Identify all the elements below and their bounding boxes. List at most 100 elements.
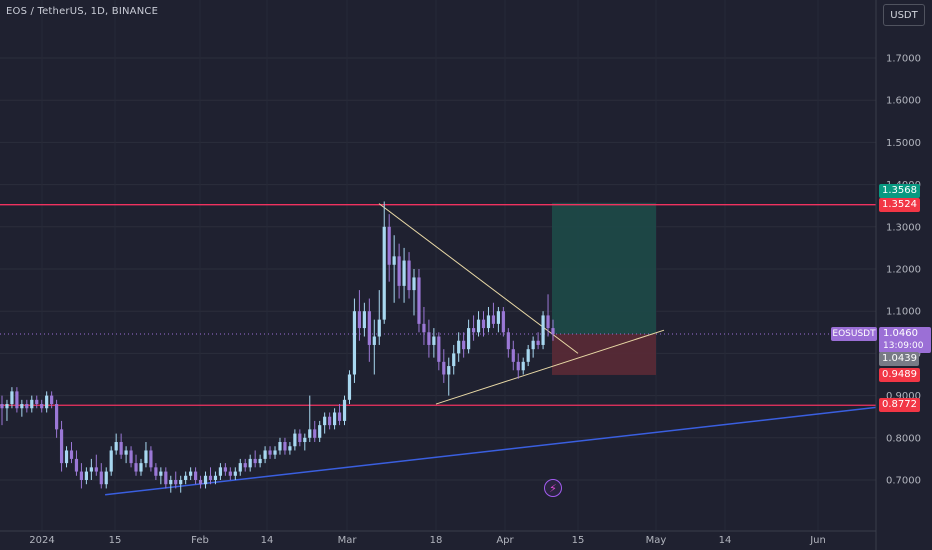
chart-title: EOS / TetherUS, 1D, BINANCE <box>6 6 159 17</box>
currency-unit-button[interactable]: USDT <box>883 4 925 26</box>
resistance-price-badge: 1.3524 <box>879 198 920 212</box>
last-price-badge: 1.0439 <box>879 352 919 366</box>
stop-price-badge: 0.9489 <box>879 368 920 382</box>
price-axis[interactable]: 0.70000.80000.90001.00001.10001.20001.30… <box>875 0 932 550</box>
candles <box>0 201 555 493</box>
time-tick-label: 15 <box>572 535 585 546</box>
candle-body <box>189 471 193 476</box>
grid <box>0 57 876 481</box>
candle-body <box>308 429 312 438</box>
candle-body <box>184 475 188 480</box>
candle-body <box>164 471 168 485</box>
candle-body <box>352 311 357 375</box>
support-trendline <box>105 406 877 496</box>
candle-body <box>55 404 59 430</box>
candle-body <box>69 450 74 459</box>
candle-body <box>79 471 84 480</box>
candle-body <box>5 404 9 409</box>
time-tick-label: 15 <box>109 535 122 546</box>
candle-body <box>298 433 302 443</box>
candle-body <box>407 260 411 291</box>
candle-body <box>129 450 133 464</box>
candle-body <box>84 471 88 480</box>
time-tick-label: May <box>646 535 667 546</box>
candle-body <box>357 311 362 329</box>
candle-body <box>64 450 69 464</box>
candle-body <box>149 450 153 468</box>
candle-body <box>397 256 401 286</box>
time-tick-label: Jun <box>809 535 826 546</box>
candle-body <box>337 412 342 421</box>
time-tick-label: 2024 <box>29 535 54 546</box>
candle-body <box>233 471 237 476</box>
candle-body <box>347 374 352 400</box>
candle-body <box>203 475 208 485</box>
candle-body <box>457 340 461 354</box>
candle-body <box>10 391 14 405</box>
time-tick-label: Feb <box>191 535 209 546</box>
candle-body <box>94 467 98 472</box>
candle-body <box>486 315 491 329</box>
candle-body <box>144 450 148 464</box>
candle-body <box>99 471 103 485</box>
candle-body <box>427 332 431 345</box>
candle-body <box>551 328 555 335</box>
candle-body <box>40 404 44 409</box>
candle-body <box>174 480 178 485</box>
price-tick-label: 0.9000 <box>886 391 921 402</box>
candle-body <box>467 328 471 350</box>
candle-body <box>114 442 118 451</box>
profit-zone <box>552 202 656 334</box>
candle-body <box>30 399 34 409</box>
candle-body <box>293 433 297 447</box>
candle-body <box>462 340 466 350</box>
candle-body <box>124 450 128 455</box>
price-tick-label: 1.7000 <box>886 54 921 65</box>
candle-body <box>159 471 163 476</box>
time-tick-label: 14 <box>719 535 732 546</box>
candle-body <box>0 404 4 409</box>
candle-body <box>169 480 173 485</box>
candle-body <box>288 446 292 451</box>
candle-body <box>139 463 143 472</box>
time-axis[interactable]: 2024 15 Feb 14 Mar 18 Apr 15 May 14 Jun <box>0 530 876 546</box>
loss-zone <box>552 333 656 375</box>
candle-body <box>432 336 436 345</box>
candle-body <box>193 471 198 480</box>
candle-body <box>228 471 232 476</box>
candle-body <box>328 416 332 426</box>
candle-body <box>452 353 456 367</box>
candle-body <box>89 467 93 472</box>
time-tick-label: Mar <box>338 535 358 546</box>
price-axis-panel <box>876 0 932 550</box>
candle-body <box>372 336 376 345</box>
candle-body <box>263 450 267 459</box>
candle-body <box>521 361 525 371</box>
target-price-badge: 1.3568 <box>879 184 920 198</box>
candle-body <box>119 442 123 455</box>
candle-body <box>526 349 530 362</box>
candle-body <box>417 277 421 324</box>
candle-body <box>412 277 416 291</box>
candle-body <box>45 395 49 409</box>
candle-body <box>367 311 371 345</box>
candle-body <box>471 328 476 333</box>
candle-body <box>496 311 500 324</box>
price-tick-label: 0.8000 <box>886 433 921 444</box>
candle-body <box>332 412 337 426</box>
candle-body <box>248 458 252 468</box>
candle-body <box>377 319 381 337</box>
candle-body <box>268 450 272 455</box>
candle-body <box>437 336 441 362</box>
lightning-icon[interactable]: ⚡ <box>544 479 562 497</box>
time-tick-label: Apr <box>496 535 514 546</box>
candle-body <box>198 480 203 485</box>
candle-body <box>392 256 396 265</box>
candle-body <box>238 463 242 472</box>
candle-body <box>283 442 287 451</box>
candle-body <box>318 425 322 438</box>
candle-body <box>506 332 510 350</box>
candle-body <box>481 319 486 329</box>
candle-body <box>476 319 481 333</box>
